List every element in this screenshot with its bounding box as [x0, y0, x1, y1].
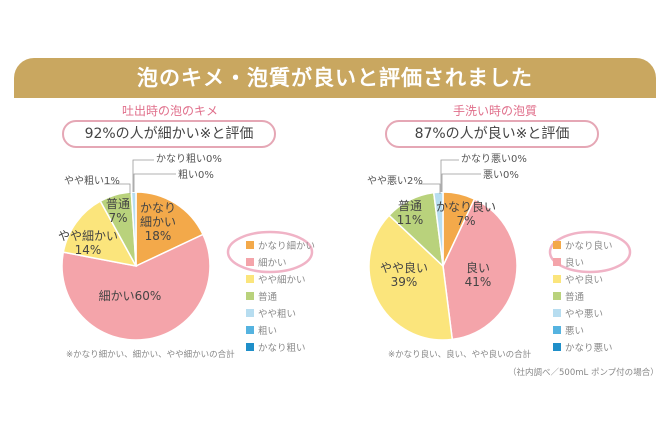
chart2-legend-item-5: やや悪い	[553, 304, 613, 321]
chart1-summary: 92%の人が細かい※と評価	[62, 120, 276, 148]
chart2-label-7: かなり悪い0%	[461, 153, 527, 165]
chart1-slice-3	[62, 200, 138, 268]
chart2-legend-label-3: やや良い	[565, 274, 604, 286]
chart1-legend-item-2: 細かい	[246, 253, 315, 270]
chart2-legend-swatch-4	[553, 291, 561, 300]
chart2-title: 手洗い時の泡質	[452, 104, 537, 118]
chart1-label-2: 細かい60%	[99, 289, 162, 303]
title-banner: 泡のキメ・泡質が良いと評価されました	[14, 58, 656, 98]
chart2-legend-item-4: 普通	[553, 287, 613, 304]
chart1-leader-6	[133, 173, 176, 192]
chart1-legend-swatch-6	[246, 325, 254, 334]
chart2-legend-swatch-2	[553, 257, 561, 266]
chart1-label-3: やや細かい 14%	[58, 229, 118, 257]
chart1-slice-1	[135, 191, 204, 268]
banner-title: 泡のキメ・泡質が良いと評価されました	[137, 66, 533, 90]
chart2-legend-item-2: 良い	[553, 253, 613, 270]
chart2-legend-item-7: かなり悪い	[553, 338, 613, 355]
chart1-legend-swatch-2	[246, 257, 254, 266]
pie-chart-foam-quality: かなり良い 7% 良い 41% やや良い 39% 普通 11% やや悪い2% 悪い0% かなり悪い0…	[367, 153, 527, 341]
chart1-legend-item-4: 普通	[246, 287, 315, 304]
chart2-label-4: 普通 11%	[397, 199, 424, 227]
chart2-legend-label-5: やや悪い	[565, 308, 604, 320]
chart2-slice-5	[432, 191, 444, 267]
chart1-legend-item-1: かなり細かい	[246, 236, 315, 253]
chart1-legend-label-3: やや細かい	[258, 274, 306, 286]
chart1-label-1: かなり細かい 18%	[140, 201, 176, 243]
chart1-leader-7	[132, 159, 154, 192]
chart2-legend-swatch-7	[553, 342, 561, 351]
chart2-summary: 87%の人が良い※と評価	[385, 120, 599, 148]
chart2-legend-swatch-1	[553, 240, 561, 249]
chart2-label-3: やや良い 39%	[380, 260, 428, 289]
chart1-label-5: やや粗い1%	[64, 175, 120, 187]
chart1-leader-5	[104, 183, 131, 194]
chart1-slice-5	[130, 191, 137, 267]
chart1-title: 吐出時の泡のキメ	[121, 104, 218, 118]
chart2-label-6: 悪い0%	[483, 169, 519, 181]
legend-chart1: かなり細かい 細かいやや細かい普通やや粗い粗いかなり粗い	[246, 236, 315, 355]
chart1-slice-2	[61, 233, 211, 341]
chart1-label-4: 普通 7%	[106, 197, 130, 225]
chart2-legend-item-1: かなり良い	[553, 236, 613, 253]
chart2-legend-label-2: 良い	[565, 257, 585, 269]
chart2-slice-2	[442, 198, 518, 341]
highlight-scribble-2	[548, 230, 632, 274]
chart1-legend-label-1: かなり細かい	[258, 240, 316, 252]
chart2-legend-swatch-6	[553, 325, 561, 334]
chart1-legend-swatch-1	[246, 240, 254, 249]
chart1-legend-swatch-4	[246, 291, 254, 300]
chart1-legend-swatch-5	[246, 308, 254, 317]
chart1-legend-swatch-7	[246, 342, 254, 351]
chart1-legend-item-5: やや粗い	[246, 304, 315, 321]
chart2-legend-item-6: 悪い	[553, 321, 613, 338]
chart2-legend-label-4: 普通	[565, 291, 585, 303]
chart2-footnote: ※かなり良い、良い、やや良いの合計	[388, 350, 532, 360]
source-note: （社内調べ／500mL ポンプ付の場合）	[508, 368, 659, 378]
chart1-label-6: 粗い0%	[178, 169, 214, 181]
chart1-legend-label-2: 細かい	[258, 257, 287, 269]
chart1-legend-swatch-3	[246, 274, 254, 283]
chart2-leader-7	[440, 159, 459, 192]
chart1-legend-label-5: やや粗い	[258, 308, 297, 320]
chart2-legend-label-1: かなり良い	[565, 240, 613, 252]
chart1-legend-item-3: やや細かい	[246, 270, 315, 287]
legend-chart2: かなり良い良いやや良い普通やや悪い悪いかなり悪い	[553, 236, 613, 355]
chart2-legend-label-7: かなり悪い	[565, 342, 613, 354]
chart1-legend-item-7: かなり粗い	[246, 338, 315, 355]
chart2-leader-5	[418, 183, 441, 194]
chart2-label-5: やや悪い2%	[367, 175, 423, 187]
chart2-label-2: 良い 41%	[465, 260, 492, 289]
chart2-legend-item-3: やや良い	[553, 270, 613, 287]
chart1-legend-label-7: かなり粗い	[258, 342, 306, 354]
highlight-scribble-1	[226, 230, 314, 274]
chart2-legend-swatch-5	[553, 308, 561, 317]
chart1-legend-label-6: 粗い	[258, 325, 278, 337]
chart1-footnote: ※かなり細かい、細かい、やや細かいの合計	[66, 350, 235, 360]
pie-chart-foam-texture: かなり細かい 18% 細かい60% やや細かい 14% 普通 7% やや粗い1% 粗い0% かなり…	[58, 153, 222, 341]
chart1-legend-item-6: 粗い	[246, 321, 315, 338]
chart2-legend-label-6: 悪い	[565, 325, 585, 337]
chart1-legend-label-4: 普通	[258, 291, 278, 303]
chart2-slice-3	[368, 214, 454, 341]
chart2-label-1: かなり良い 7%	[436, 199, 496, 228]
chart1-label-7: かなり粗い0%	[156, 153, 222, 165]
chart2-legend-swatch-3	[553, 274, 561, 283]
chart2-leader-6	[441, 173, 481, 192]
